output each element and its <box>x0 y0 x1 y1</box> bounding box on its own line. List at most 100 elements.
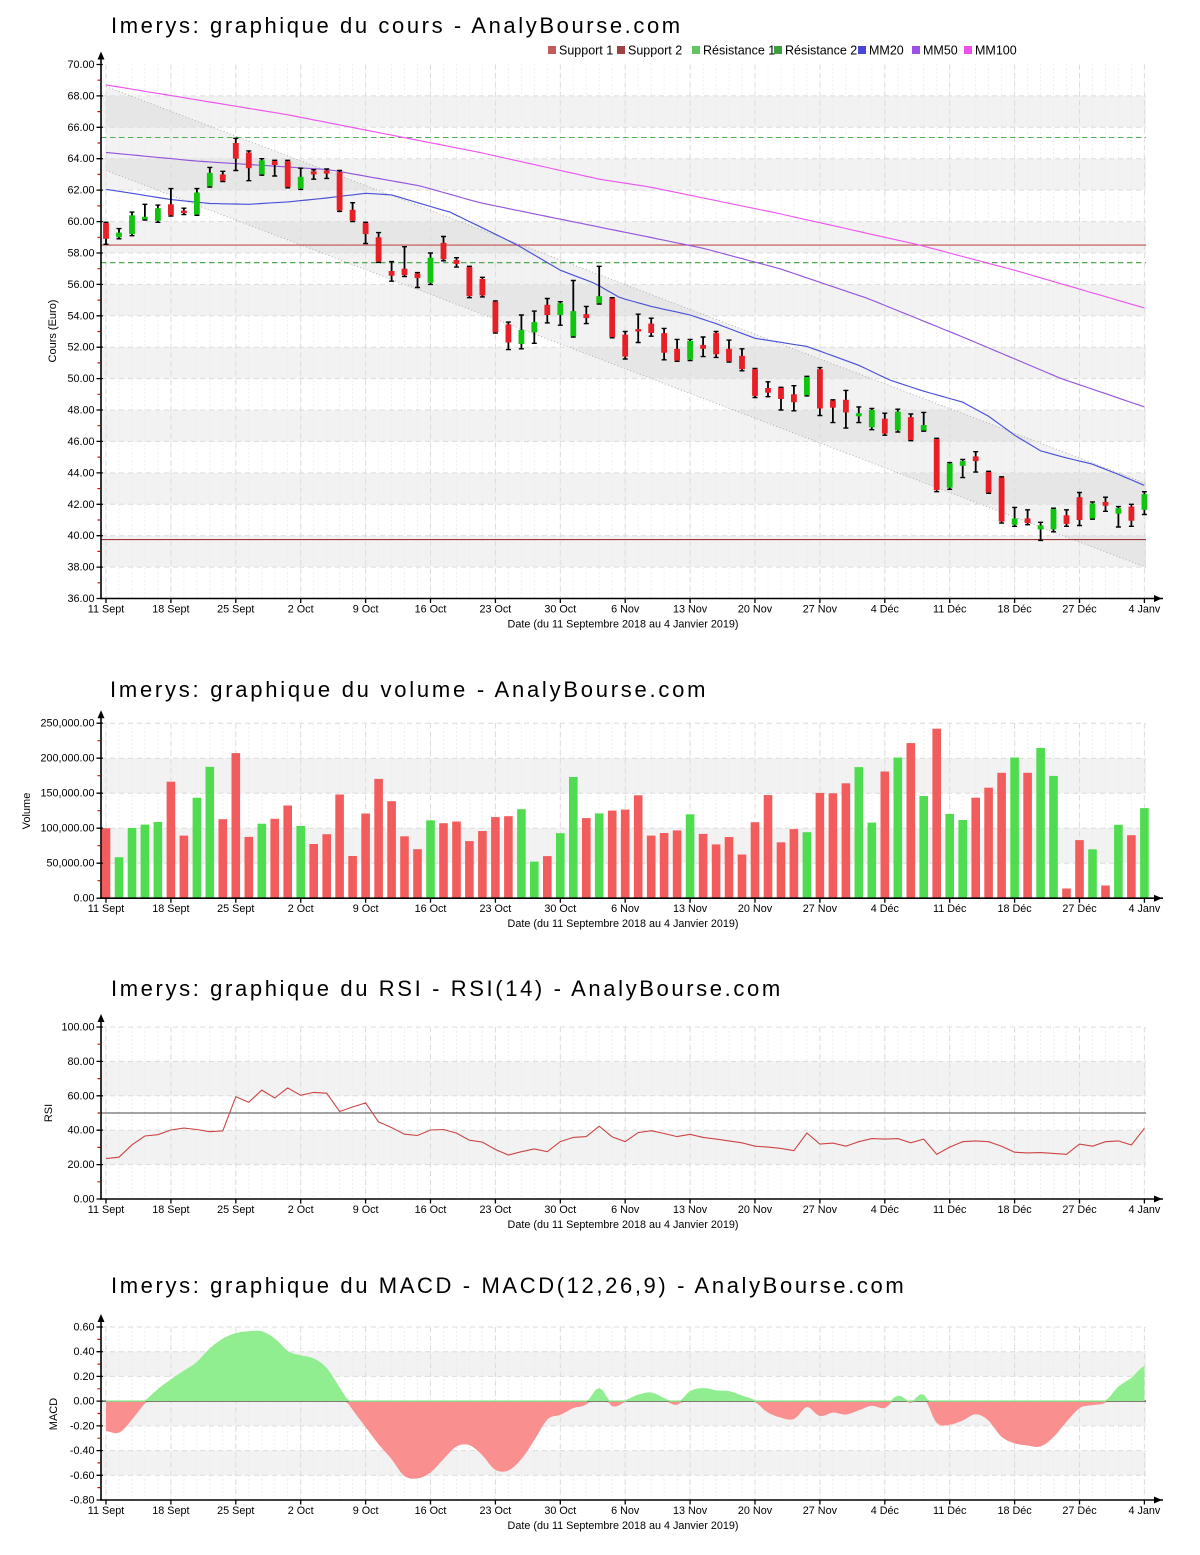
svg-text:18 Sept: 18 Sept <box>152 903 189 915</box>
svg-text:50.00: 50.00 <box>67 373 94 385</box>
svg-text:0.20: 0.20 <box>73 1371 94 1383</box>
svg-text:48.00: 48.00 <box>67 405 94 417</box>
svg-text:0.40: 0.40 <box>73 1346 94 1358</box>
svg-text:Date (du 11 Septembre 2018 au: Date (du 11 Septembre 2018 au 4 Janvier … <box>508 1219 739 1231</box>
svg-text:MM50: MM50 <box>923 44 958 58</box>
svg-text:20 Nov: 20 Nov <box>738 604 773 616</box>
svg-text:Imerys: graphique du cours - A: Imerys: graphique du cours - AnalyBourse… <box>111 13 683 38</box>
svg-text:13 Nov: 13 Nov <box>673 1204 708 1216</box>
svg-text:30 Oct: 30 Oct <box>544 1505 576 1517</box>
svg-text:2 Oct: 2 Oct <box>288 1204 314 1216</box>
svg-text:MM20: MM20 <box>869 44 904 58</box>
svg-text:23 Oct: 23 Oct <box>479 1505 511 1517</box>
svg-text:9 Oct: 9 Oct <box>353 1204 379 1216</box>
svg-text:38.00: 38.00 <box>67 562 94 574</box>
svg-text:46.00: 46.00 <box>67 436 94 448</box>
svg-text:4 Déc: 4 Déc <box>871 604 900 616</box>
svg-text:20 Nov: 20 Nov <box>738 1204 773 1216</box>
svg-text:16 Oct: 16 Oct <box>415 1204 447 1216</box>
svg-text:70.00: 70.00 <box>67 59 94 71</box>
svg-text:0.00: 0.00 <box>73 1194 94 1206</box>
svg-text:2 Oct: 2 Oct <box>288 903 314 915</box>
svg-text:100,000.00: 100,000.00 <box>40 823 94 835</box>
svg-text:200,000.00: 200,000.00 <box>40 753 94 765</box>
svg-text:27 Déc: 27 Déc <box>1062 1204 1097 1216</box>
svg-text:0.60: 0.60 <box>73 1322 94 1334</box>
svg-text:80.00: 80.00 <box>67 1056 94 1068</box>
svg-text:62.00: 62.00 <box>67 185 94 197</box>
svg-text:Date (du 11 Septembre 2018 au: Date (du 11 Septembre 2018 au 4 Janvier … <box>508 619 739 631</box>
svg-text:27 Nov: 27 Nov <box>803 604 838 616</box>
svg-text:6 Nov: 6 Nov <box>611 604 640 616</box>
svg-text:20 Nov: 20 Nov <box>738 903 773 915</box>
svg-text:9 Oct: 9 Oct <box>353 903 379 915</box>
svg-text:11 Sept: 11 Sept <box>88 1204 124 1216</box>
svg-text:16 Oct: 16 Oct <box>415 1505 447 1517</box>
svg-text:6 Nov: 6 Nov <box>611 903 640 915</box>
svg-text:54.00: 54.00 <box>67 310 94 322</box>
svg-text:60.00: 60.00 <box>67 1090 94 1102</box>
svg-text:6 Nov: 6 Nov <box>611 1204 640 1216</box>
svg-text:9 Oct: 9 Oct <box>353 1505 379 1517</box>
svg-text:11 Sept: 11 Sept <box>88 604 124 616</box>
svg-text:MM100: MM100 <box>975 44 1017 58</box>
svg-text:Date (du 11 Septembre 2018 au: Date (du 11 Septembre 2018 au 4 Janvier … <box>508 918 739 930</box>
svg-text:30 Oct: 30 Oct <box>544 604 576 616</box>
svg-text:4 Déc: 4 Déc <box>871 903 900 915</box>
svg-text:44.00: 44.00 <box>67 467 94 479</box>
svg-text:16 Oct: 16 Oct <box>415 604 447 616</box>
svg-text:4 Janv: 4 Janv <box>1128 1204 1160 1216</box>
svg-text:36.00: 36.00 <box>67 593 94 605</box>
svg-text:11 Sept: 11 Sept <box>88 903 124 915</box>
svg-text:11 Déc: 11 Déc <box>933 903 967 915</box>
svg-text:23 Oct: 23 Oct <box>479 604 511 616</box>
svg-text:6 Nov: 6 Nov <box>611 1505 640 1517</box>
svg-text:16 Oct: 16 Oct <box>415 903 447 915</box>
svg-text:Résistance 2: Résistance 2 <box>785 44 857 58</box>
svg-text:Résistance 1: Résistance 1 <box>703 44 775 58</box>
svg-text:18 Déc: 18 Déc <box>997 903 1032 915</box>
svg-text:64.00: 64.00 <box>67 153 94 165</box>
svg-text:2 Oct: 2 Oct <box>288 604 314 616</box>
svg-text:18 Sept: 18 Sept <box>152 1505 189 1517</box>
svg-text:27 Nov: 27 Nov <box>803 903 838 915</box>
svg-text:11 Sept: 11 Sept <box>88 1505 124 1517</box>
svg-text:23 Oct: 23 Oct <box>479 1204 511 1216</box>
svg-text:40.00: 40.00 <box>67 1125 94 1137</box>
svg-text:11 Déc: 11 Déc <box>933 1505 967 1517</box>
svg-text:27 Nov: 27 Nov <box>803 1505 838 1517</box>
svg-text:27 Déc: 27 Déc <box>1062 604 1097 616</box>
svg-text:Imerys: graphique du MACD - MA: Imerys: graphique du MACD - MACD(12,26,9… <box>111 1273 906 1298</box>
svg-text:0.00: 0.00 <box>73 1396 94 1408</box>
svg-text:4 Déc: 4 Déc <box>871 1204 900 1216</box>
svg-text:MACD: MACD <box>48 1398 60 1430</box>
svg-text:11 Déc: 11 Déc <box>933 1204 967 1216</box>
svg-text:25 Sept: 25 Sept <box>217 604 254 616</box>
svg-text:4 Janv: 4 Janv <box>1128 604 1160 616</box>
svg-text:18 Déc: 18 Déc <box>997 1505 1032 1517</box>
svg-text:42.00: 42.00 <box>67 499 94 511</box>
svg-text:68.00: 68.00 <box>67 90 94 102</box>
svg-text:4 Déc: 4 Déc <box>871 1505 900 1517</box>
svg-text:40.00: 40.00 <box>67 530 94 542</box>
svg-text:18 Déc: 18 Déc <box>997 604 1032 616</box>
svg-text:Volume: Volume <box>21 793 33 830</box>
svg-text:4 Janv: 4 Janv <box>1128 1505 1160 1517</box>
svg-text:RSI: RSI <box>43 1104 55 1122</box>
svg-text:9 Oct: 9 Oct <box>353 604 379 616</box>
svg-text:0.00: 0.00 <box>73 893 94 905</box>
svg-text:23 Oct: 23 Oct <box>479 903 511 915</box>
svg-text:2 Oct: 2 Oct <box>288 1505 314 1517</box>
svg-text:66.00: 66.00 <box>67 122 94 134</box>
svg-text:27 Déc: 27 Déc <box>1062 903 1097 915</box>
svg-text:50,000.00: 50,000.00 <box>46 858 94 870</box>
svg-text:13 Nov: 13 Nov <box>673 903 708 915</box>
svg-text:-0.40: -0.40 <box>70 1445 95 1457</box>
svg-text:25 Sept: 25 Sept <box>217 903 254 915</box>
svg-text:25 Sept: 25 Sept <box>217 1204 254 1216</box>
svg-text:30 Oct: 30 Oct <box>544 1204 576 1216</box>
svg-text:20 Nov: 20 Nov <box>738 1505 773 1517</box>
svg-text:18 Sept: 18 Sept <box>152 1204 189 1216</box>
svg-text:Cours (Euro): Cours (Euro) <box>47 300 59 363</box>
svg-text:-0.60: -0.60 <box>70 1470 95 1482</box>
